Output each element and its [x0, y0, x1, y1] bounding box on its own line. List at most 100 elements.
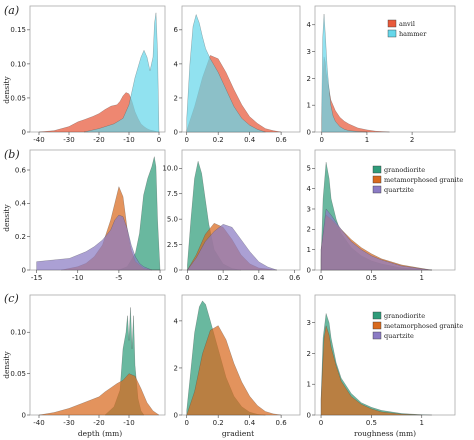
- y-tick-label: 6: [174, 26, 179, 34]
- x-tick-label: 0: [184, 419, 188, 427]
- x-tick-label: 0.6: [276, 419, 288, 427]
- y-tick-label: 2: [307, 226, 311, 234]
- density-area-quartzite: [36, 214, 152, 271]
- row-label-c: (c): [4, 292, 19, 305]
- density-area-granodiorite: [320, 313, 432, 416]
- x-tick-label: 0: [184, 136, 188, 144]
- legend-label: metamorphosed granite: [384, 322, 463, 330]
- x-tick-label: -5: [115, 274, 122, 282]
- y-tick-label: 2: [174, 364, 178, 372]
- density-area-quartzite: [186, 224, 277, 271]
- density-area-metamorphosed-granite: [186, 325, 282, 416]
- legend-a: anvil hammer: [387, 19, 427, 38]
- y-tick-label: 0: [307, 266, 311, 274]
- x-tick-label: -10: [123, 136, 134, 144]
- row-label-a: (a): [4, 4, 19, 17]
- legend-swatch: [372, 331, 382, 340]
- y-tick-label: 2: [307, 75, 311, 83]
- legend-label: quartzite: [384, 186, 414, 194]
- x-tick-label: 0: [158, 274, 162, 282]
- legend-b: granodiorite metamorphosed granite quartzi…: [372, 165, 463, 194]
- y-axis-title-c: density: [2, 350, 11, 378]
- y-tick-label: 3: [307, 205, 311, 213]
- x-tick-label: -30: [63, 419, 74, 427]
- y-tick-label: 0.05: [10, 370, 26, 378]
- x-tick-label: 0.2: [218, 274, 229, 282]
- legend-swatch: [372, 321, 382, 330]
- x-tick-label: -40: [33, 136, 44, 144]
- panel-b-roughness: 0 0.5 1 0 1 2 3 4 5: [307, 149, 456, 282]
- panel-b-gradient: 0 0.2 0.4 0.6 0 2.5 5.0 7.5 10.0: [162, 149, 301, 282]
- y-tick-label: 7.5: [167, 190, 178, 198]
- x-tick-label: -10: [123, 419, 134, 427]
- panel-c-gradient: 0 0.2 0.4 0.6 0 2 4: [174, 294, 301, 427]
- legend-swatch: [372, 185, 382, 194]
- legends-group: anvil hammer granodiorite metamorphosed gra…: [372, 19, 463, 340]
- panel-a-roughness: 0 1 2 0 1 2 3 4: [307, 5, 456, 144]
- x-tick-label: 0.2: [213, 419, 224, 427]
- y-tick-label: 0.4: [15, 200, 27, 208]
- x-tick-label: 0: [157, 136, 161, 144]
- y-tick-label: 4: [307, 21, 312, 29]
- x-tick-label: 0: [320, 136, 324, 144]
- y-tick-label: 10.0: [162, 165, 178, 173]
- y-tick-label: 4: [307, 185, 312, 193]
- y-tick-label: 2: [174, 94, 178, 102]
- legend-label: granodiorite: [384, 312, 425, 320]
- y-tick-label: 0.6: [15, 166, 27, 174]
- y-tick-label: 0: [22, 128, 26, 136]
- x-tick-label: -10: [72, 274, 83, 282]
- row-label-b: (b): [4, 148, 20, 161]
- legend-label: granodiorite: [384, 166, 425, 174]
- y-tick-label: 0.2: [15, 233, 26, 241]
- y-tick-label: 1: [307, 246, 311, 254]
- x-tick-label: 0.2: [213, 136, 224, 144]
- legend-swatch: [372, 175, 382, 184]
- y-tick-label: 0: [307, 411, 311, 419]
- y-tick-label: 0: [174, 411, 178, 419]
- y-tick-label: 0.10: [10, 329, 26, 337]
- y-tick-label: 0: [174, 128, 178, 136]
- y-tick-label: 4: [174, 60, 179, 68]
- y-tick-label: 3: [307, 48, 311, 56]
- x-axis-title-roughness: roughness (mm): [354, 429, 416, 438]
- x-tick-label: 2: [410, 136, 414, 144]
- x-axis-title-gradient: gradient: [222, 429, 254, 438]
- x-tick-label: 0.4: [253, 274, 265, 282]
- x-tick-label: -20: [93, 419, 104, 427]
- legend-swatch: [387, 19, 397, 28]
- x-tick-label: 0: [319, 274, 323, 282]
- legend-label: anvil: [399, 20, 415, 28]
- y-tick-label: 0.15: [10, 26, 26, 34]
- y-tick-label: 0.05: [10, 94, 26, 102]
- density-area-hammer: [186, 13, 266, 133]
- panel-c-depth: -40 -30 -20 -10 0 0.05 0.10: [10, 294, 166, 427]
- density-area-hammer: [321, 14, 367, 133]
- x-tick-label: 1: [365, 136, 369, 144]
- panels-group: -40 -30 -20 -10 000.050.100.150 0.2 0.4 0.60246…: [10, 5, 456, 427]
- y-tick-label: 3: [307, 319, 311, 327]
- legend-c: granodiorite metamorphosed granite quartzi…: [372, 311, 463, 340]
- y-axis-title-a: density: [2, 75, 11, 103]
- panel-c-roughness: 0 0.5 1 0 1 2 3: [307, 294, 456, 427]
- x-tick-label: -15: [31, 274, 42, 282]
- legend-swatch: [387, 29, 397, 38]
- y-tick-label: 2.5: [167, 241, 178, 249]
- panel-b-depth: -15 -10 -5 0 0 0.2 0.4 0.6: [15, 149, 166, 282]
- x-tick-label: 0.6: [276, 136, 288, 144]
- legend-label: metamorphosed granite: [384, 176, 463, 184]
- x-tick-label: -20: [93, 136, 104, 144]
- density-area-metamorphosed-granite: [38, 373, 160, 416]
- y-tick-label: 0: [307, 128, 311, 136]
- x-tick-label: 0.6: [289, 274, 301, 282]
- x-tick-label: -40: [33, 419, 44, 427]
- y-tick-label: 0.10: [10, 60, 26, 68]
- density-area-hammer: [83, 12, 160, 133]
- y-axis-title-b: density: [2, 203, 11, 231]
- density-area-metamorphosed-granite: [320, 325, 422, 416]
- x-tick-label: 0: [319, 419, 323, 427]
- y-tick-label: 5.0: [167, 216, 178, 224]
- y-tick-label: 1: [307, 381, 311, 389]
- x-tick-label: 1: [420, 419, 424, 427]
